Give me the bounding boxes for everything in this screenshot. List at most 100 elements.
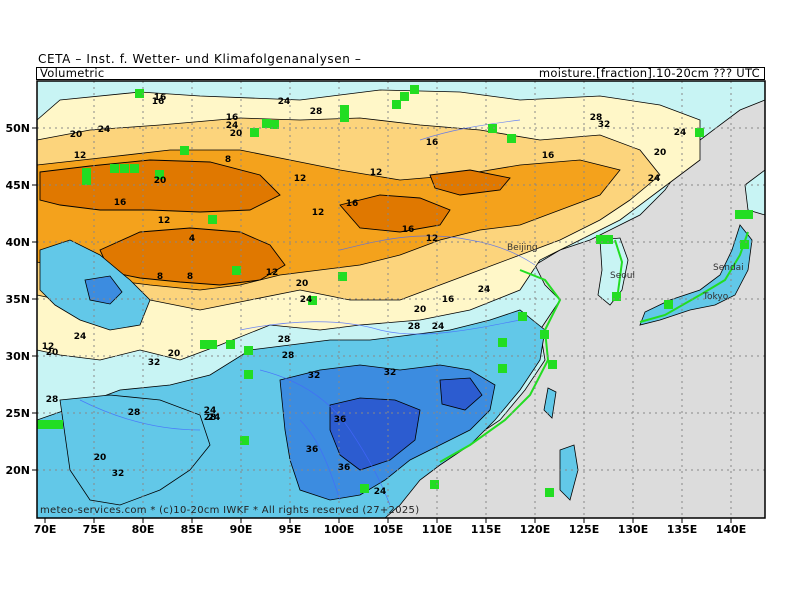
lat-tick-label: 50N [5,122,30,135]
contour-value-label: 16 [346,199,359,209]
contour-value-label: 32 [384,368,397,378]
latitude-axis: 50N 45N 40N 35N 30N 25N 20N [5,122,37,477]
contour-value-label: 24 [300,295,313,305]
variable-label: moisture.[fraction].10-20cm ??? UTC [538,66,760,80]
contour-value-label: 32 [598,120,611,130]
contour-value-label: 24 [278,97,291,107]
contour-value-label: 24 [204,406,217,416]
lon-tick-label: 110E [422,523,452,536]
lon-tick-label: 140E [716,523,746,536]
lon-tick-label: 120E [520,523,550,536]
contour-value-label: 24 [478,285,491,295]
coastline [439,231,749,463]
contour-value-label: 16 [114,198,127,208]
longitude-axis: 70E 75E 80E 85E 90E 95E 100E 105E 110E 115E 120E 12… [34,518,746,536]
field-type-label: Volumetric [40,66,105,80]
contour-value-label: 32 [112,469,125,479]
city-label-tokyo: Tokyo [702,292,729,302]
city-label-seoul: Seoul [610,271,635,281]
contour-value-label: 36 [306,445,319,455]
lat-tick-label: 45N [5,179,30,192]
rivers [79,119,536,506]
zone-very-dry-dzungaria [39,159,281,213]
contour-value-label: 16 [442,295,455,305]
contour-value-label: 8 [157,272,163,282]
land-japan [639,224,753,326]
contour-value-label: 24 [432,322,445,332]
city-markers: Beijing Seoul Sendai Tokyo [507,243,744,302]
contour-value-label: 24 [74,332,87,342]
land-hokkaido [744,169,765,216]
contour-value-label: 24 [648,174,661,184]
contour-value-label: 12 [312,208,325,218]
contour-value-label: 20 [654,148,667,158]
contour-value-label: 32 [308,371,321,381]
lon-tick-label: 100E [324,523,354,536]
contour-value-label: 24 [98,125,111,135]
lat-tick-label: 20N [5,464,30,477]
contour-value-label: 16 [402,225,415,235]
city-label-beijing: Beijing [507,243,538,253]
contour-value-label: 20 [94,453,107,463]
contour-value-label: 28 [128,408,141,418]
contour-value-label: 20 [168,349,181,359]
lon-tick-label: 130E [618,523,648,536]
contour-value-label: 36 [334,415,347,425]
contour-value-label: 16 [542,151,555,161]
lat-tick-label: 25N [5,407,30,420]
contour-value-label: 20 [414,305,427,315]
lon-tick-label: 135E [667,523,697,536]
contour-value-label: 12 [42,342,55,352]
zone-wet-india [59,394,211,506]
zone-saturated-south [439,377,483,411]
contour-value-label: 12 [74,151,87,161]
contour-value-label: 12 [158,216,171,226]
contour-value-label: 16 [152,97,165,107]
city-label-sendai: Sendai [713,263,744,273]
contour-value-label: 28 [408,322,421,332]
lon-tick-label: 85E [181,523,204,536]
lon-tick-label: 80E [132,523,155,536]
land-taiwan [543,387,557,419]
contour-value-label: 36 [338,463,351,473]
lon-tick-label: 70E [34,523,57,536]
contour-value-label: 28 [282,351,295,361]
lat-tick-label: 30N [5,350,30,363]
contour-value-label: 12 [294,174,307,184]
zone-very-dry-mongolia [429,169,511,196]
contour-value-label: 28 [310,107,323,117]
contour-value-label: 8 [187,272,193,282]
contour-value-label: 4 [189,234,195,244]
lon-tick-label: 105E [373,523,403,536]
contour-value-label: 20 [154,176,167,186]
contour-value-label: 24 [208,413,221,423]
contour-value-label: 28 [204,413,217,423]
contour-value-label: 20 [296,279,309,289]
contour-value-label: 12 [426,234,439,244]
land-philippines [559,444,579,501]
contour-value-label: 16 [426,138,439,148]
contour-value-label: 12 [266,268,279,278]
header-bar: Volumetric moisture.[fraction].10-20cm ?… [36,67,765,80]
graticule [37,81,765,518]
lon-tick-label: 75E [83,523,106,536]
zone-saturated [329,397,421,471]
contour-value-label: 24 [674,128,687,138]
lon-tick-label: 125E [569,523,599,536]
contour-value-label: 20 [46,348,59,358]
contour-value-label: 12 [370,168,383,178]
contour-value-label: 20 [230,129,243,139]
lat-tick-label: 40N [5,236,30,249]
copyright-credit: meteo-services.com * (c)10-20cm IWKF * A… [40,505,419,516]
zone-very-dry-gobi [339,194,451,233]
contour-value-label: 24 [226,121,239,131]
contour-value-label: 28 [46,395,59,405]
source-title: CETA – Inst. f. Wetter- und Klimafolgena… [38,52,362,66]
lon-tick-label: 90E [230,523,253,536]
contour-value-label: 24 [374,487,387,497]
lat-tick-label: 35N [5,293,30,306]
contour-value-label: 8 [225,155,231,165]
lon-tick-label: 95E [279,523,302,536]
